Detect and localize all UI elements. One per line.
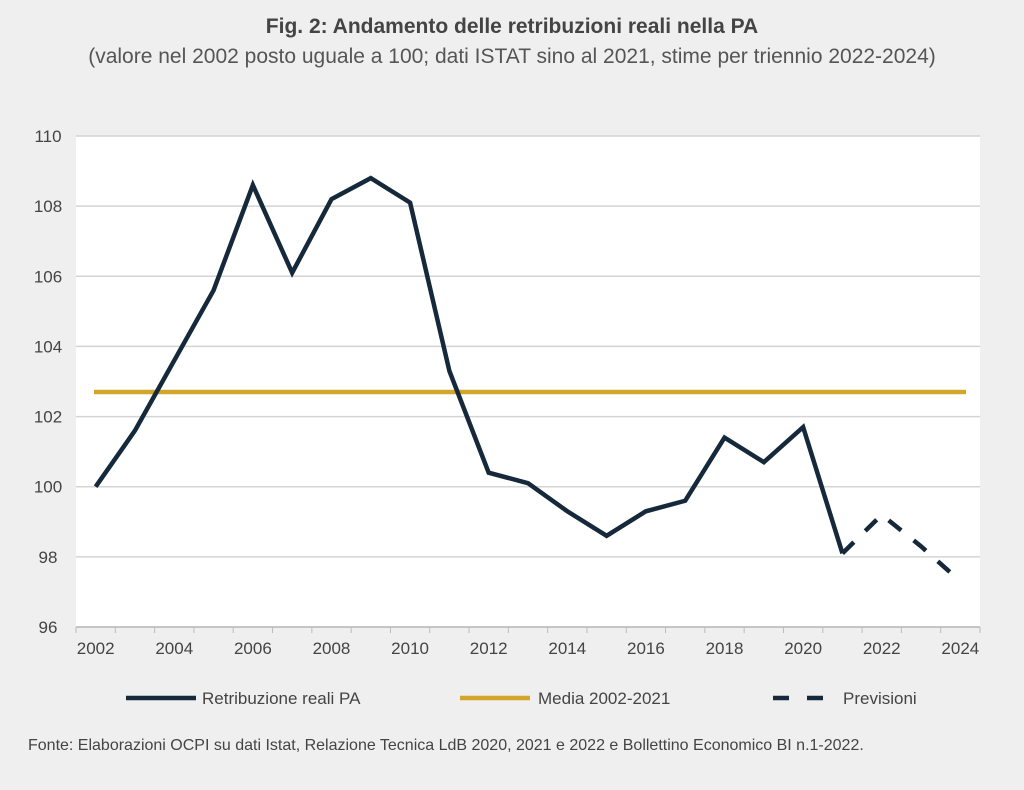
series-line-retribuzione bbox=[93, 175, 845, 555]
y-tick-label: 98 bbox=[39, 548, 58, 567]
legend-label: Retribuzione reali PA bbox=[202, 689, 361, 708]
plot-area bbox=[76, 136, 980, 627]
x-tick-label: 2008 bbox=[313, 639, 351, 658]
y-tick-label: 100 bbox=[34, 478, 62, 497]
chart-subtitle: (valore nel 2002 posto uguale a 100; dat… bbox=[88, 45, 936, 68]
y-tick-label: 102 bbox=[34, 408, 62, 427]
x-tick-label: 2002 bbox=[77, 639, 115, 658]
x-tick-label: 2018 bbox=[706, 639, 744, 658]
y-tick-label: 96 bbox=[39, 618, 58, 637]
legend-label: Media 2002-2021 bbox=[538, 689, 670, 708]
y-tick-label: 108 bbox=[34, 197, 62, 216]
chart-title-block: Fig. 2: Andamento delle retribuzioni rea… bbox=[0, 12, 1024, 72]
x-tick-label: 2010 bbox=[391, 639, 429, 658]
x-tick-label: 2012 bbox=[470, 639, 508, 658]
x-tick-label: 2014 bbox=[548, 639, 586, 658]
x-tick-label: 2024 bbox=[941, 639, 979, 658]
x-tick-label: 2016 bbox=[627, 639, 665, 658]
x-tick-label: 2022 bbox=[863, 639, 901, 658]
y-tick-label: 110 bbox=[34, 127, 61, 146]
source-note: Fonte: Elaborazioni OCPI su dati Istat, … bbox=[28, 737, 864, 754]
y-tick-label: 106 bbox=[34, 267, 62, 286]
x-tick-label: 2004 bbox=[155, 639, 193, 658]
y-tick-label: 104 bbox=[34, 337, 62, 356]
chart-title: Fig. 2: Andamento delle retribuzioni rea… bbox=[265, 15, 759, 38]
series-line-previsioni bbox=[840, 511, 962, 584]
x-tick-label: 2020 bbox=[784, 639, 822, 658]
x-tick-label: 2006 bbox=[234, 639, 272, 658]
legend-label: Previsioni bbox=[843, 689, 917, 708]
